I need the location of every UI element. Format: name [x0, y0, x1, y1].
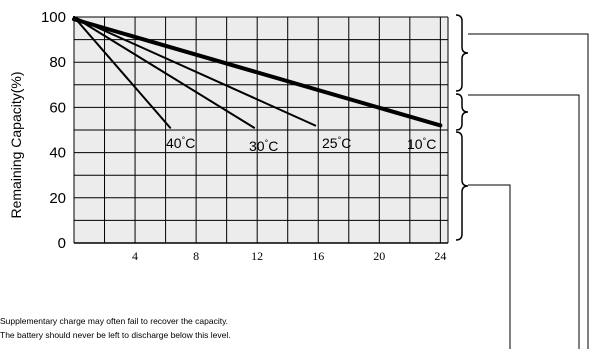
x-tick-label: 8: [193, 249, 199, 263]
series-label-30c: 30°C: [249, 138, 278, 154]
grid: [73, 16, 449, 244]
x-tick-label: 16: [312, 249, 324, 263]
annotation-warning: The battery should never be left to disc…: [0, 330, 231, 340]
leader-line: [468, 94, 580, 349]
y-axis-label: Remaining Capacity(%): [8, 71, 24, 218]
series-line-30c: [73, 16, 256, 129]
x-tick-label: 20: [373, 249, 385, 263]
y-tick-labels: 0 20 40 60 80 100: [41, 9, 66, 252]
leader-lines: [468, 33, 589, 349]
series-label-25c: 25°C: [322, 135, 351, 151]
range-brace: [455, 93, 469, 131]
y-tick-label: 20: [49, 190, 66, 207]
range-brace: [455, 131, 469, 241]
range-braces: [455, 14, 469, 241]
range-brace: [455, 14, 469, 92]
series-labels: 40°C 30°C 25°C 10°C: [166, 135, 436, 154]
series-label-10c: 10°C: [407, 136, 436, 152]
x-tick-labels: 4 8 12 16 20 24: [132, 249, 446, 263]
series-line-10c: [72, 17, 443, 128]
x-tick-label: 24: [434, 249, 446, 263]
y-tick-label: 40: [49, 145, 66, 162]
leader-line: [468, 184, 511, 349]
y-tick-label: 0: [58, 235, 66, 252]
series-line-40c: [73, 16, 172, 129]
series-line-25c: [73, 16, 317, 127]
x-tick-label: 12: [251, 249, 263, 263]
y-tick-label: 100: [41, 9, 66, 26]
annotation-supplementary: Supplementary charge may often fail to r…: [0, 316, 229, 326]
y-tick-label: 60: [49, 99, 66, 116]
leader-line: [468, 33, 589, 349]
x-tick-label: 4: [132, 249, 138, 263]
series-label-40c: 40°C: [166, 135, 195, 151]
series-group: [72, 16, 443, 129]
y-tick-label: 80: [49, 54, 66, 71]
